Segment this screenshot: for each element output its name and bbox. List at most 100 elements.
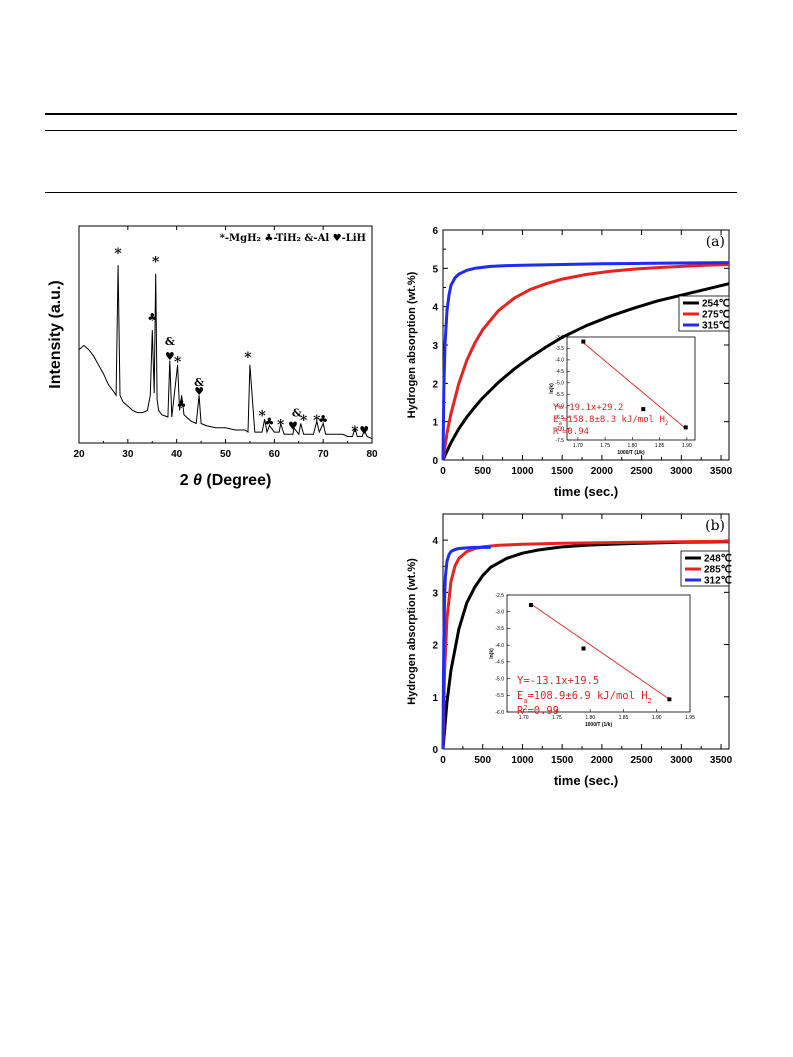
x-tick-label: 60 xyxy=(269,449,281,460)
x-tick-label: 70 xyxy=(318,449,330,460)
y-tick-label: 3 xyxy=(432,341,438,352)
fit-text-subscript: a xyxy=(523,697,527,705)
inset-data-point xyxy=(528,603,533,608)
peak-marker: * xyxy=(313,413,321,429)
inset-x-tick-label: 1.75 xyxy=(600,443,610,449)
inset-y-tick-label: -5.5 xyxy=(555,392,564,398)
inset-fit-text: Ea=108.9±6.9 kJ/mol H2 xyxy=(517,690,652,705)
peak-marker: * xyxy=(174,354,182,370)
legend-entry: 312℃ xyxy=(704,576,732,587)
inset-y-tick-label: -7.5 xyxy=(555,438,564,444)
panel-label: (a) xyxy=(706,234,725,250)
inset-y-tick-label: -6.5 xyxy=(555,415,564,421)
fit-text-part: =0.99 xyxy=(527,705,559,717)
peak-marker: ♥ xyxy=(288,420,298,433)
fit-text-superscript: 2 xyxy=(523,704,527,712)
legend-entry: 254℃ xyxy=(702,299,730,310)
inset-y-tick-label: -4.0 xyxy=(555,358,564,364)
inset-y-tick-label: -7.0 xyxy=(555,426,564,432)
y-tick-label: 5 xyxy=(432,264,438,275)
y-tick-label: 3 xyxy=(432,588,438,599)
inset-y-tick-label: -2.5 xyxy=(495,593,504,599)
inset-y-tick-label: -3.5 xyxy=(495,626,504,632)
legend-entry: 315℃ xyxy=(702,321,730,332)
x-axis-label: time (sec.) xyxy=(554,773,618,788)
x-tick-label: 3000 xyxy=(670,755,693,766)
phase-legend: *-MgH₂ ♣-TiH₂ &-Al ♥-LiH xyxy=(220,233,366,244)
fit-text-part: =158.8±8.3 kJ/mol H xyxy=(562,415,665,425)
inset-fit-text: Y=-19.1x+29.2 xyxy=(553,403,623,413)
inset-y-tick-label: -4.5 xyxy=(495,660,504,666)
y-tick-label: 2 xyxy=(432,641,438,652)
x-tick-label: 40 xyxy=(171,449,183,460)
x-tick-label: 1500 xyxy=(551,755,574,766)
inset-y-tick-label: -3.5 xyxy=(555,346,564,352)
peak-marker: & xyxy=(292,407,302,420)
x-tick-label: 50 xyxy=(220,449,232,460)
fit-text-part: R xyxy=(517,705,524,717)
inset-y-tick-label: -5.5 xyxy=(495,693,504,699)
inset-fit-text: R2=0.94 xyxy=(553,427,589,437)
peak-marker: ♣ xyxy=(318,413,328,426)
inset-x-tick-label: 1.85 xyxy=(655,443,665,449)
peak-marker: * xyxy=(244,350,252,366)
fit-text-part: R xyxy=(553,427,559,437)
inset-x-tick-label: 1.85 xyxy=(619,715,629,721)
inset-x-tick-label: 1.90 xyxy=(652,715,662,721)
inset-data-point xyxy=(581,339,586,344)
fit-text-subscript: a xyxy=(558,421,562,427)
peak-marker: ♣ xyxy=(265,415,275,428)
peak-marker: * xyxy=(351,424,359,440)
inset-x-axis-label: 1000/T (1/k) xyxy=(617,450,645,456)
y-tick-label: 0 xyxy=(432,745,438,756)
x-tick-label: 3500 xyxy=(710,466,733,477)
inset-fit-text: Y=-13.1x+19.5 xyxy=(517,675,599,687)
inset-data-point xyxy=(667,697,672,702)
x-axis-label-theta: θ xyxy=(193,472,202,489)
legend-entry: 285℃ xyxy=(704,565,732,576)
x-tick-label: 1000 xyxy=(511,466,534,477)
peak-marker: * xyxy=(152,255,160,271)
y-tick-label: 2 xyxy=(432,379,438,390)
peak-marker: * xyxy=(258,409,266,425)
x-tick-label: 500 xyxy=(474,755,491,766)
peak-marker: ♣ xyxy=(177,398,187,411)
fit-text-subscript: 2 xyxy=(648,697,652,705)
inset-y-tick-label: -4.0 xyxy=(495,643,504,649)
inset-x-tick-label: 1.70 xyxy=(573,443,583,449)
x-tick-label: 2000 xyxy=(591,755,614,766)
y-axis-label: Intensity (a.u.) xyxy=(47,280,64,388)
fit-text-subscript: 2 xyxy=(665,421,669,427)
peak-marker: * xyxy=(300,413,308,429)
inset-y-axis-label: ln(k) xyxy=(549,383,555,394)
series-line xyxy=(441,282,730,461)
series-line xyxy=(441,261,730,461)
x-tick-label: 1500 xyxy=(551,466,574,477)
x-axis-label-number: 2 xyxy=(180,472,193,489)
fit-text-part: =0.94 xyxy=(562,427,589,437)
x-tick-label: 2500 xyxy=(630,466,653,477)
x-tick-label: 0 xyxy=(440,466,446,477)
inset-y-axis-label: ln(k) xyxy=(489,648,495,659)
fit-text-part: E xyxy=(553,415,558,425)
peak-marker: ♥ xyxy=(194,385,204,398)
x-tick-label: 80 xyxy=(366,449,378,460)
y-tick-label: 4 xyxy=(432,536,438,547)
panel-label: (b) xyxy=(705,518,725,534)
x-tick-label: 20 xyxy=(73,449,85,460)
fit-text-part: Y=-19.1x+29.2 xyxy=(553,403,623,413)
top-rule xyxy=(45,113,737,115)
x-axis-label-unit: (Degree) xyxy=(202,472,271,489)
fit-text-part: =108.9±6.9 kJ/mol H xyxy=(527,690,647,702)
y-axis-label: Hydrogen absorption (wt.%) xyxy=(406,558,418,705)
xrd-pattern-line xyxy=(78,265,373,440)
inset-x-tick-label: 1.95 xyxy=(685,715,695,721)
fit-text-superscript: 2 xyxy=(558,427,562,433)
inset-y-tick-label: -5.0 xyxy=(555,381,564,387)
y-tick-label: 1 xyxy=(432,418,438,429)
peak-marker: ♣ xyxy=(147,311,157,324)
x-axis-label: 2 θ (Degree) xyxy=(180,472,272,489)
inset-data-point xyxy=(581,646,586,651)
inset-fit-line xyxy=(530,603,670,700)
